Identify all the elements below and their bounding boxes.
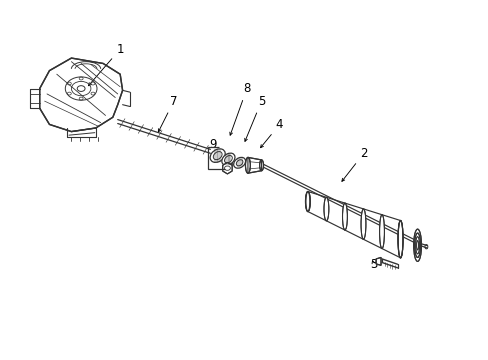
Ellipse shape <box>415 237 419 254</box>
Text: 9: 9 <box>209 138 218 154</box>
Ellipse shape <box>233 157 245 168</box>
Ellipse shape <box>324 197 328 221</box>
Ellipse shape <box>342 203 346 230</box>
Ellipse shape <box>397 221 402 258</box>
Text: 3: 3 <box>369 258 377 271</box>
Text: 2: 2 <box>341 147 367 181</box>
Ellipse shape <box>305 192 309 212</box>
Ellipse shape <box>222 153 235 165</box>
Text: 6: 6 <box>224 157 232 170</box>
Ellipse shape <box>245 157 250 173</box>
Text: 7: 7 <box>158 95 177 132</box>
Ellipse shape <box>416 240 418 250</box>
Polygon shape <box>222 162 232 174</box>
Ellipse shape <box>210 149 225 162</box>
Polygon shape <box>247 157 261 173</box>
Ellipse shape <box>397 221 402 258</box>
Ellipse shape <box>360 209 365 239</box>
Text: 4: 4 <box>260 118 283 148</box>
Text: 8: 8 <box>229 82 250 135</box>
Text: 1: 1 <box>88 42 123 86</box>
Polygon shape <box>375 257 380 265</box>
Ellipse shape <box>379 215 384 248</box>
Polygon shape <box>40 58 122 132</box>
Text: 5: 5 <box>244 95 264 141</box>
Ellipse shape <box>414 233 420 257</box>
Ellipse shape <box>259 160 263 171</box>
Ellipse shape <box>305 192 310 212</box>
Ellipse shape <box>413 229 421 261</box>
